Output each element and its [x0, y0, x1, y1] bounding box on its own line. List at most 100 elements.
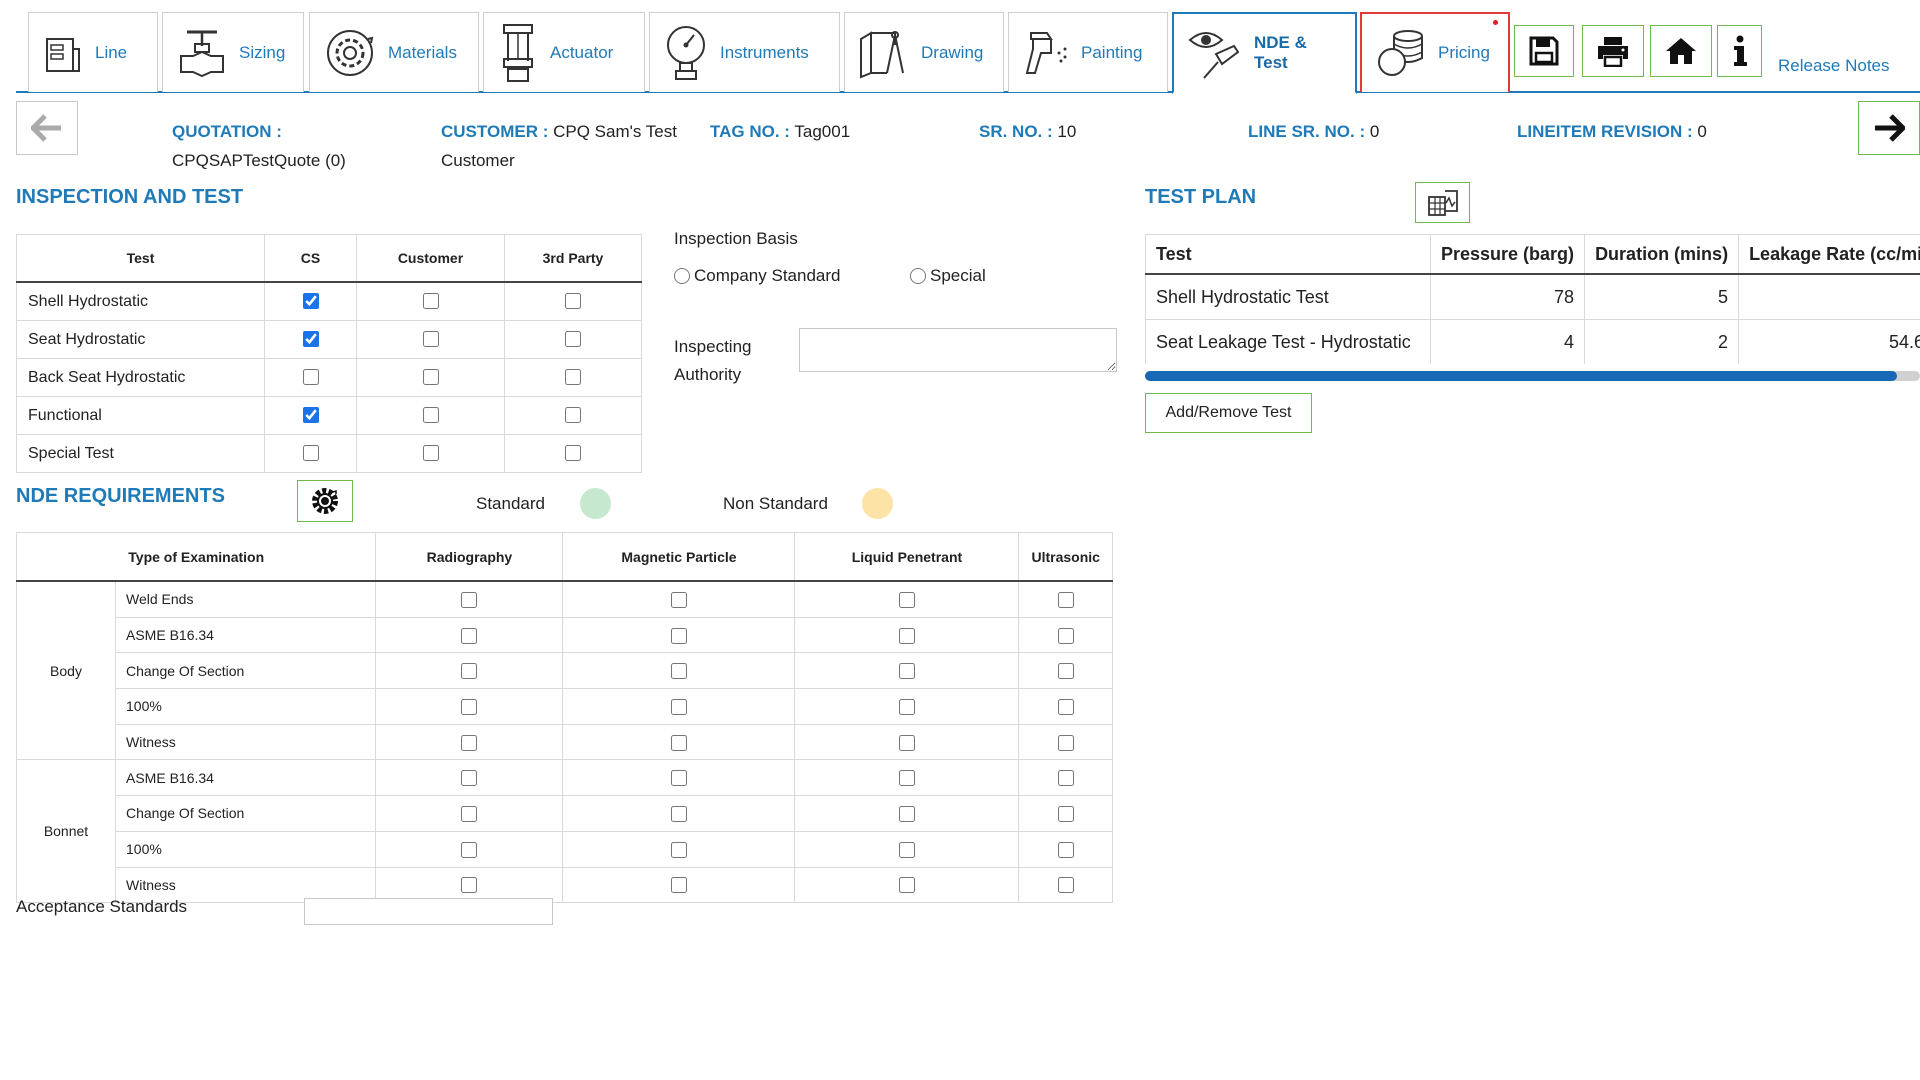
print-button[interactable] — [1582, 25, 1644, 77]
release-notes-link[interactable]: Release Notes — [1778, 56, 1890, 75]
radiography-checkbox[interactable] — [461, 663, 478, 680]
third-checkbox[interactable] — [565, 293, 581, 310]
radiography-checkbox[interactable] — [461, 877, 478, 894]
magnetic-particle-checkbox[interactable] — [670, 734, 687, 751]
tab-actuator[interactable]: Actuator — [483, 12, 645, 92]
tab-painting[interactable]: Painting — [1008, 12, 1168, 92]
nde-cell-radiography — [375, 830, 564, 868]
company-standard-radio[interactable] — [674, 268, 690, 284]
nde-settings-button[interactable] — [297, 480, 353, 522]
nde-cell-magnetic-particle — [562, 580, 796, 618]
magnetic-particle-checkbox[interactable] — [670, 699, 687, 716]
customer-checkbox[interactable] — [422, 369, 439, 386]
cs-checkbox[interactable] — [302, 293, 319, 310]
magnetic-particle-checkbox[interactable] — [670, 841, 687, 858]
third-checkbox[interactable] — [565, 445, 581, 462]
liquid-penetrant-checkbox[interactable] — [898, 663, 915, 680]
radiography-checkbox[interactable] — [461, 806, 478, 823]
scrollbar-thumb[interactable] — [1145, 371, 1897, 381]
nde-title: NDE REQUIREMENTS — [16, 485, 225, 507]
ultrasonic-checkbox[interactable] — [1057, 627, 1074, 644]
inspecting-authority-input[interactable] — [799, 328, 1117, 372]
tab-nde-test-label: NDE & Test — [1254, 33, 1307, 72]
radiography-checkbox[interactable] — [461, 627, 478, 644]
magnetic-particle-checkbox[interactable] — [670, 627, 687, 644]
ultrasonic-checkbox[interactable] — [1057, 699, 1074, 716]
next-button[interactable] — [1858, 101, 1920, 155]
magnetic-particle-checkbox[interactable] — [670, 770, 687, 787]
liquid-penetrant-checkbox[interactable] — [898, 699, 915, 716]
inspecting-authority-label: Inspecting Authority — [674, 337, 752, 384]
nde-item-label: 100% — [114, 830, 377, 868]
radiography-checkbox[interactable] — [461, 841, 478, 858]
test-calculator-button[interactable] — [1415, 182, 1470, 223]
save-button[interactable] — [1514, 25, 1574, 77]
liquid-penetrant-checkbox[interactable] — [898, 806, 915, 823]
radiography-checkbox[interactable] — [461, 734, 478, 751]
tab-line[interactable]: Line — [28, 12, 158, 92]
home-button[interactable] — [1650, 25, 1712, 77]
test-plan-scroll-area[interactable]: Test Pressure (barg) Duration (mins) Lea… — [1145, 234, 1920, 364]
cs-checkbox[interactable] — [302, 407, 319, 424]
customer-checkbox[interactable] — [422, 331, 439, 348]
tab-materials[interactable]: Materials — [309, 12, 479, 92]
liquid-penetrant-checkbox[interactable] — [898, 734, 915, 751]
customer-checkbox[interactable] — [422, 407, 439, 424]
nde-cell-radiography — [375, 652, 564, 690]
inspection-cell-third — [504, 434, 642, 473]
ultrasonic-checkbox[interactable] — [1057, 591, 1074, 608]
tab-drawing[interactable]: Drawing — [844, 12, 1004, 92]
add-remove-test-button[interactable]: Add/Remove Test — [1145, 393, 1312, 433]
ultrasonic-checkbox[interactable] — [1057, 734, 1074, 751]
basis-option-company-standard[interactable]: Company Standard — [674, 266, 840, 286]
previous-button[interactable] — [16, 101, 78, 155]
tab-nde-test[interactable]: NDE & Test — [1172, 12, 1357, 94]
ultrasonic-checkbox[interactable] — [1057, 770, 1074, 787]
radiography-checkbox[interactable] — [461, 699, 478, 716]
legend-non-standard-label: Non Standard — [723, 494, 828, 513]
third-checkbox[interactable] — [565, 369, 581, 386]
nde-cell-magnetic-particle — [562, 830, 796, 868]
ultrasonic-checkbox[interactable] — [1057, 663, 1074, 680]
liquid-penetrant-checkbox[interactable] — [898, 770, 915, 787]
magnetic-particle-checkbox[interactable] — [670, 663, 687, 680]
customer-checkbox[interactable] — [422, 445, 439, 462]
ultrasonic-checkbox[interactable] — [1057, 877, 1074, 894]
cs-checkbox[interactable] — [302, 369, 319, 386]
test-plan-cell-leakage — [1738, 273, 1920, 320]
customer-checkbox[interactable] — [422, 293, 439, 310]
acceptance-standards-input[interactable] — [304, 898, 553, 925]
special-radio[interactable] — [910, 268, 926, 284]
tab-materials-label: Materials — [388, 42, 457, 62]
ultrasonic-checkbox[interactable] — [1057, 806, 1074, 823]
tab-painting-label: Painting — [1081, 42, 1143, 62]
radiography-checkbox[interactable] — [461, 770, 478, 787]
test-plan-row[interactable]: Shell Hydrostatic Test 78 5 — [1145, 273, 1920, 320]
liquid-penetrant-checkbox[interactable] — [898, 841, 915, 858]
liquid-penetrant-checkbox[interactable] — [898, 627, 915, 644]
third-checkbox[interactable] — [565, 407, 581, 424]
quotation-label: QUOTATION : — [172, 122, 282, 141]
basis-option-special[interactable]: Special — [910, 266, 986, 286]
test-plan-scrollbar[interactable] — [1145, 371, 1920, 381]
info-button[interactable] — [1717, 25, 1762, 77]
cs-checkbox[interactable] — [302, 331, 319, 348]
print-icon — [1598, 37, 1628, 67]
liquid-penetrant-checkbox[interactable] — [898, 877, 915, 894]
inspection-row: Functional — [16, 396, 642, 435]
tab-pricing[interactable]: Pricing — [1360, 12, 1510, 92]
magnetic-particle-checkbox[interactable] — [670, 591, 687, 608]
nde-cell-liquid-penetrant — [794, 688, 1020, 725]
ultrasonic-checkbox[interactable] — [1057, 841, 1074, 858]
third-checkbox[interactable] — [565, 331, 581, 348]
tab-sizing[interactable]: Sizing — [162, 12, 304, 92]
tab-instruments[interactable]: Instruments — [649, 12, 840, 92]
magnetic-particle-checkbox[interactable] — [670, 877, 687, 894]
inspection-test-name: Seat Hydrostatic — [16, 320, 265, 359]
gear-cycle-icon — [327, 29, 374, 76]
liquid-penetrant-checkbox[interactable] — [898, 591, 915, 608]
magnetic-particle-checkbox[interactable] — [670, 806, 687, 823]
cs-checkbox[interactable] — [302, 445, 319, 462]
radiography-checkbox[interactable] — [461, 591, 478, 608]
